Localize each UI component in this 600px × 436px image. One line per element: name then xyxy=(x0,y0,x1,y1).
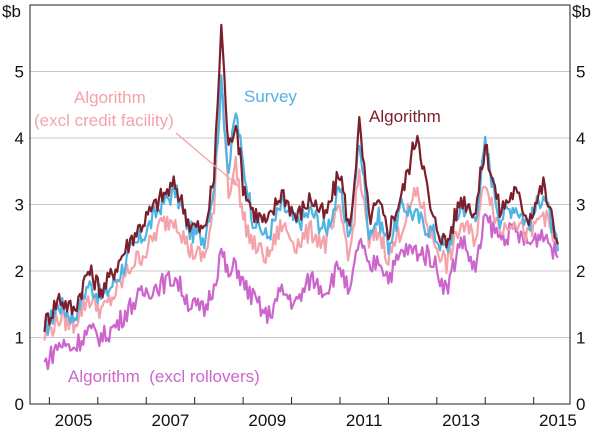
series-label-excl-credit-line1: Algorithm xyxy=(74,88,146,107)
y-tick-label-right: 4 xyxy=(576,129,585,148)
y-tick-label-left: 5 xyxy=(15,63,24,82)
y-tick-label-left: 1 xyxy=(15,329,24,348)
unit-label-left: $b xyxy=(2,2,21,21)
y-tick-label-right: 5 xyxy=(576,63,585,82)
y-tick-labels: 0 0 1 1 2 2 3 3 4 4 5 5 xyxy=(15,63,586,415)
y-tick-label-left: 3 xyxy=(15,196,24,215)
x-tick-label: 2005 xyxy=(55,411,93,430)
y-tick-label-left: 0 xyxy=(15,395,24,414)
plot-frame xyxy=(29,4,571,405)
series-label-survey: Survey xyxy=(244,87,297,106)
y-tick-label-left: 4 xyxy=(15,129,24,148)
label-arrowhead xyxy=(230,178,239,187)
y-tick-label-left: 2 xyxy=(15,262,24,281)
label-arrow xyxy=(175,132,236,184)
x-ticks: 2005 2007 2009 2011 2013 2015 xyxy=(48,397,577,430)
series-label-excl-rollovers: Algorithm (excl rollovers) xyxy=(68,367,260,386)
series-line-excl-credit xyxy=(43,79,559,341)
y-tick-label-right: 2 xyxy=(576,262,585,281)
x-tick-label: 2011 xyxy=(346,411,383,430)
y-tick-label-right: 1 xyxy=(576,329,585,348)
x-tick-label: 2009 xyxy=(248,411,286,430)
x-tick-label: 2015 xyxy=(539,411,577,430)
series-label-algorithm: Algorithm xyxy=(369,107,441,126)
series-label-excl-credit-line2: (excl credit facility) xyxy=(34,111,174,130)
y-tick-label-right: 3 xyxy=(576,196,585,215)
x-tick-label: 2007 xyxy=(152,411,190,430)
series-line-excl-rollovers xyxy=(43,213,559,371)
unit-label-right: $b xyxy=(572,2,591,21)
y-tick-label-right: 0 xyxy=(576,395,585,414)
series-lines xyxy=(43,23,559,371)
x-tick-label: 2013 xyxy=(442,411,480,430)
grid-lines xyxy=(30,71,570,338)
series-line-algorithm xyxy=(43,23,559,333)
